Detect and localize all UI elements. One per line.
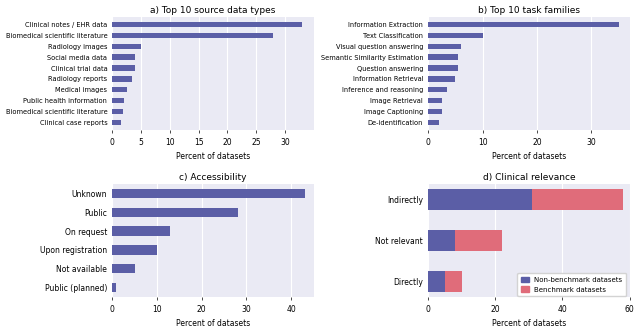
Bar xyxy=(428,22,619,27)
Title: c) Accessibility: c) Accessibility xyxy=(179,173,246,182)
Bar xyxy=(112,76,132,81)
X-axis label: Percent of datasets: Percent of datasets xyxy=(176,319,250,328)
Legend: Non-benchmark datasets, Benchmark datasets: Non-benchmark datasets, Benchmark datase… xyxy=(517,273,626,296)
Bar xyxy=(112,22,302,27)
X-axis label: Percent of datasets: Percent of datasets xyxy=(492,319,566,328)
Bar xyxy=(112,189,305,198)
Bar xyxy=(112,44,141,49)
Bar xyxy=(112,54,135,60)
Bar xyxy=(428,109,442,114)
Bar xyxy=(112,120,121,125)
Bar xyxy=(455,230,502,251)
Title: a) Top 10 source data types: a) Top 10 source data types xyxy=(150,6,276,15)
Bar xyxy=(445,272,461,292)
Bar xyxy=(428,54,458,60)
Bar xyxy=(112,87,127,93)
Bar xyxy=(112,98,124,103)
Title: b) Top 10 task families: b) Top 10 task families xyxy=(478,6,580,15)
Bar xyxy=(428,272,445,292)
Bar xyxy=(112,109,122,114)
Bar xyxy=(428,120,439,125)
X-axis label: Percent of datasets: Percent of datasets xyxy=(492,152,566,161)
Bar xyxy=(112,264,134,273)
Bar xyxy=(112,33,273,38)
Bar xyxy=(428,189,532,209)
Title: d) Clinical relevance: d) Clinical relevance xyxy=(483,173,575,182)
Bar xyxy=(112,245,157,255)
Bar xyxy=(428,98,442,103)
Bar xyxy=(112,226,170,236)
Bar xyxy=(428,44,461,49)
Bar xyxy=(532,189,623,209)
Bar xyxy=(428,230,455,251)
Bar xyxy=(112,283,116,292)
X-axis label: Percent of datasets: Percent of datasets xyxy=(176,152,250,161)
Bar xyxy=(112,65,135,71)
Bar xyxy=(428,65,458,71)
Bar xyxy=(428,76,455,81)
Bar xyxy=(428,87,447,93)
Bar xyxy=(428,33,483,38)
Bar xyxy=(112,208,237,217)
